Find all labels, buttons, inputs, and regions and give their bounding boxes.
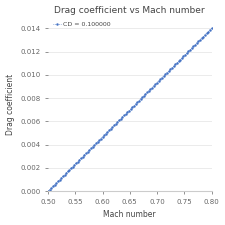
CD = 0.100000: [202, 35, 205, 38]
CD = 0.100000: [78, 159, 81, 161]
CD = 0.100000: [144, 93, 147, 95]
Title: Drag coefficient vs Mach number: Drag coefficient vs Mach number: [54, 6, 205, 15]
Y-axis label: Drag coefficient: Drag coefficient: [6, 73, 15, 135]
Legend: CD = 0.100000: CD = 0.100000: [51, 20, 112, 29]
Line: CD = 0.100000: CD = 0.100000: [47, 27, 213, 192]
CD = 0.100000: [85, 152, 87, 155]
CD = 0.100000: [197, 40, 200, 43]
X-axis label: Mach number: Mach number: [104, 210, 156, 219]
CD = 0.100000: [210, 27, 213, 30]
CD = 0.100000: [47, 190, 49, 193]
CD = 0.100000: [131, 106, 134, 109]
